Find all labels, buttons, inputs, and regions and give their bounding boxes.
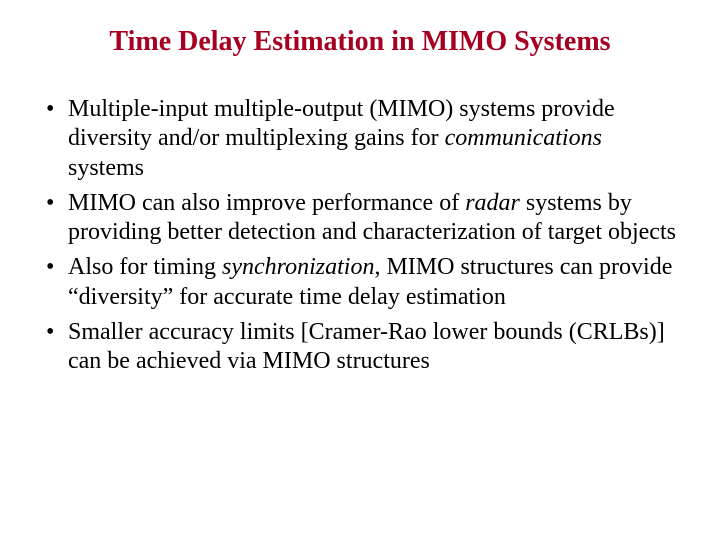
list-item: Smaller accuracy limits [Cramer-Rao lowe… — [42, 318, 678, 377]
list-item: Also for timing synchronization, MIMO st… — [42, 253, 678, 312]
slide: Time Delay Estimation in MIMO Systems Mu… — [0, 0, 720, 540]
bullet-text: systems — [68, 155, 144, 181]
slide-title: Time Delay Estimation in MIMO Systems — [36, 24, 684, 59]
bullet-text-italic: communications — [445, 125, 602, 151]
bullet-text: Also for timing — [68, 254, 222, 280]
bullet-text: MIMO can also improve performance of — [68, 190, 465, 216]
bullet-text: Smaller accuracy limits [Cramer-Rao lowe… — [68, 319, 665, 374]
list-item: Multiple-input multiple-output (MIMO) sy… — [42, 95, 678, 183]
list-item: MIMO can also improve performance of rad… — [42, 189, 678, 248]
bullet-text-italic: synchronization — [222, 254, 374, 280]
bullet-list: Multiple-input multiple-output (MIMO) sy… — [36, 95, 684, 376]
bullet-text-italic: radar — [465, 190, 520, 216]
